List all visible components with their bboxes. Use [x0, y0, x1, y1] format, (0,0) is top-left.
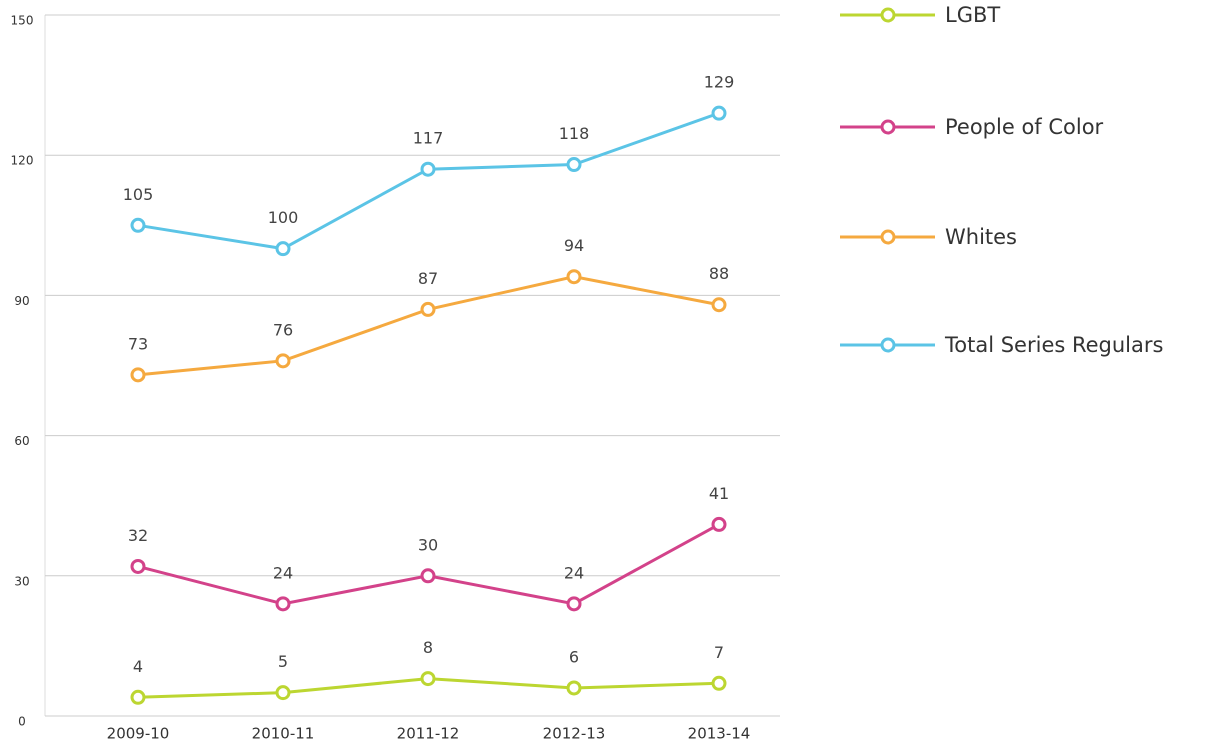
- y-tick-label: 0: [18, 715, 26, 729]
- data-label: 88: [709, 264, 729, 283]
- point: [130, 217, 146, 233]
- point: [420, 671, 436, 687]
- legend-label: People of Color: [945, 115, 1104, 139]
- data-label: 7: [714, 643, 724, 662]
- point: [130, 367, 146, 383]
- point: [275, 596, 291, 612]
- data-label: 100: [268, 208, 299, 227]
- point: [711, 675, 727, 691]
- point: [566, 269, 582, 285]
- point: [275, 241, 291, 257]
- data-label: 6: [569, 647, 579, 666]
- y-tick-label: 90: [14, 294, 29, 308]
- point: [420, 161, 436, 177]
- point: [711, 297, 727, 313]
- legend-label: Whites: [945, 225, 1017, 249]
- point: [275, 353, 291, 369]
- data-label: 73: [128, 334, 148, 353]
- data-label: 24: [273, 563, 293, 582]
- point: [566, 596, 582, 612]
- data-label: 8: [423, 638, 433, 657]
- x-tick-label: 2011-12: [397, 725, 460, 743]
- data-label: 129: [704, 73, 735, 92]
- point: [130, 689, 146, 705]
- legend-label: LGBT: [945, 3, 1000, 27]
- point: [711, 105, 727, 121]
- y-tick-label: 30: [14, 574, 29, 588]
- x-tick-label: 2010-11: [252, 725, 315, 743]
- data-label: 87: [418, 269, 438, 288]
- y-tick-label: 120: [11, 154, 34, 168]
- y-tick-label: 150: [11, 14, 34, 28]
- x-tick-label: 2012-13: [543, 725, 606, 743]
- point: [275, 685, 291, 701]
- data-label: 32: [128, 526, 148, 545]
- point: [711, 516, 727, 532]
- point: [420, 568, 436, 584]
- data-label: 24: [564, 563, 584, 582]
- legend-marker: [880, 119, 896, 135]
- data-label: 30: [418, 535, 438, 554]
- legend-label: Total Series Regulars: [944, 333, 1163, 357]
- data-label: 94: [564, 236, 584, 255]
- point: [566, 680, 582, 696]
- data-label: 105: [123, 185, 154, 204]
- x-tick-label: 2013-14: [688, 725, 751, 743]
- point: [420, 301, 436, 317]
- series-line: [137, 275, 720, 377]
- data-label: 118: [559, 124, 590, 143]
- data-label: 41: [709, 484, 729, 503]
- legend-marker: [880, 337, 896, 353]
- data-label: 4: [133, 657, 143, 676]
- x-tick-label: 2009-10: [107, 725, 170, 743]
- data-label: 76: [273, 320, 293, 339]
- y-tick-label: 60: [14, 434, 29, 448]
- point: [566, 157, 582, 173]
- legend-marker: [880, 229, 896, 245]
- data-label: 5: [278, 652, 288, 671]
- legend-marker: [880, 7, 896, 23]
- point: [130, 558, 146, 574]
- data-label: 117: [413, 129, 444, 148]
